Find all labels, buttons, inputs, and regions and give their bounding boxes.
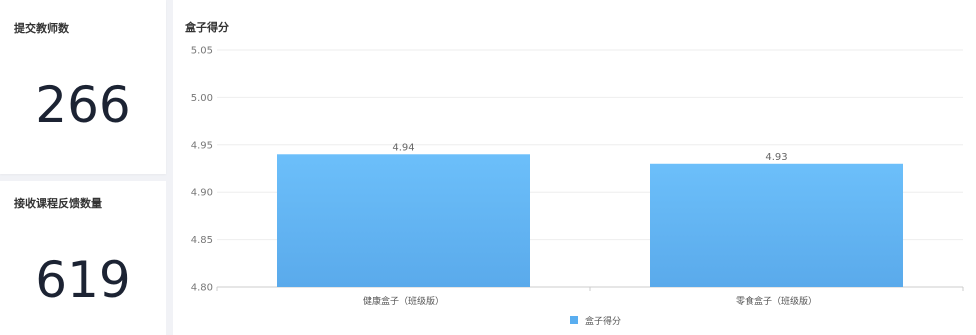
legend-swatch[interactable]	[570, 316, 578, 324]
box-score-chart: 4.80 4.85 4.90 4.95 5.00 5.05 健康盒子（班级版） 零食盒子（班级…	[191, 46, 964, 327]
feedback-count-title: 接收课程反馈数量	[14, 197, 102, 210]
y-tick-label: 4.95	[191, 140, 213, 151]
bar-layer	[277, 154, 903, 287]
bar[interactable]	[650, 163, 903, 287]
data-label: 4.94	[392, 142, 414, 153]
feedback-count-value: 619	[35, 251, 131, 309]
y-tick-label: 5.05	[191, 46, 213, 57]
feedback-count-card: 接收课程反馈数量 619	[0, 181, 166, 335]
teacher-count-title: 提交教师数	[14, 22, 69, 35]
category-label: 零食盒子（班级版）	[736, 295, 817, 307]
y-tick-label: 4.80	[191, 283, 213, 294]
legend-label[interactable]: 盒子得分	[585, 315, 621, 327]
category-label: 健康盒子（班级版）	[363, 295, 444, 307]
label-layer: 4.94 4.93	[392, 142, 787, 162]
y-tick-label: 5.00	[191, 93, 213, 104]
legend[interactable]: 盒子得分	[570, 315, 621, 327]
box-score-chart-card: 盒子得分 4.80 4.85 4.90 4.95 5.00 5.05 健康盒子（班级版） 零食…	[173, 0, 976, 335]
y-tick-label: 4.85	[191, 235, 213, 246]
y-tick-label: 4.90	[191, 188, 213, 199]
bar[interactable]	[277, 154, 530, 287]
teacher-count-card: 提交教师数 266	[0, 0, 166, 174]
data-label: 4.93	[765, 152, 787, 163]
chart-title: 盒子得分	[185, 21, 229, 34]
teacher-count-value: 266	[35, 76, 131, 134]
